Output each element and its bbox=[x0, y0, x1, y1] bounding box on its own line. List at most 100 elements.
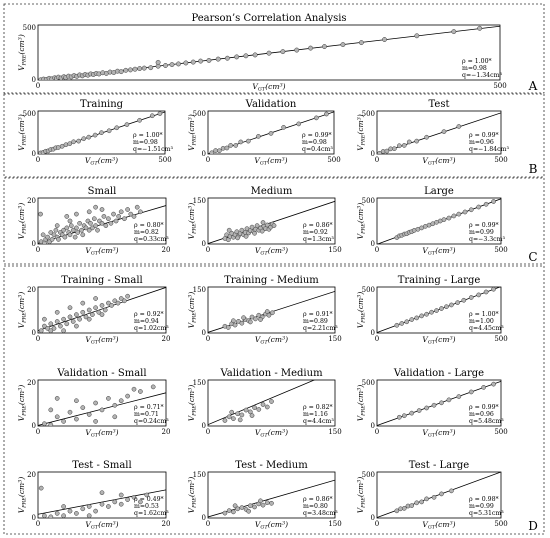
stat-text: ρ = 0.82* bbox=[303, 404, 333, 411]
data-point bbox=[108, 220, 114, 226]
x-tick-label: 0 bbox=[375, 428, 379, 436]
subplot-title: Medium bbox=[251, 186, 293, 197]
x-tick-label: 0 bbox=[375, 335, 379, 343]
data-point bbox=[409, 317, 415, 322]
data-point bbox=[226, 508, 232, 513]
x-axis-label: VGT(cm3) bbox=[422, 428, 455, 439]
scatter-subplot: Validation - Medium 0 150 0 150 VGT(cm3) VPRE(… bbox=[187, 368, 342, 439]
x-tick-label: 0 bbox=[375, 520, 379, 528]
scatter-subplot: Pearson’s Correlation Analysis 0 500 0 500 VG… bbox=[17, 13, 507, 93]
x-axis-label: VGT(cm3) bbox=[422, 335, 455, 346]
data-point bbox=[451, 213, 457, 219]
data-point bbox=[243, 53, 249, 59]
data-point bbox=[99, 220, 105, 226]
data-point bbox=[377, 150, 382, 154]
data-point bbox=[235, 506, 240, 512]
x-tick-label: 20 bbox=[162, 428, 171, 436]
data-point bbox=[93, 204, 98, 210]
data-point bbox=[416, 408, 422, 413]
data-point bbox=[441, 217, 447, 222]
data-point bbox=[314, 115, 319, 121]
data-point bbox=[99, 130, 104, 136]
data-point bbox=[77, 220, 82, 226]
stat-text: m=1.16 bbox=[303, 411, 328, 418]
data-point bbox=[93, 296, 98, 301]
data-point bbox=[247, 503, 253, 509]
data-point bbox=[67, 141, 73, 147]
data-point bbox=[38, 328, 44, 333]
data-point bbox=[491, 199, 496, 204]
subplot-title: Pearson’s Correlation Analysis bbox=[191, 13, 346, 24]
data-point bbox=[118, 209, 124, 215]
data-point bbox=[74, 323, 79, 329]
data-point bbox=[55, 145, 61, 150]
data-point bbox=[54, 396, 60, 401]
x-tick-label: 0 bbox=[36, 520, 40, 528]
x-tick-label: 20 bbox=[162, 335, 171, 343]
data-point bbox=[112, 414, 118, 420]
data-point bbox=[67, 508, 73, 514]
x-tick-label: 0 bbox=[36, 246, 40, 254]
x-tick-label: 500 bbox=[494, 520, 507, 528]
data-point bbox=[239, 227, 245, 233]
y-tick-label: 0 bbox=[371, 422, 375, 430]
x-axis-label: VGT(cm3) bbox=[85, 520, 118, 531]
data-point bbox=[169, 62, 175, 68]
subplot-title: Test - Medium bbox=[235, 460, 308, 471]
data-point bbox=[93, 508, 98, 514]
data-point bbox=[231, 416, 236, 421]
data-point bbox=[256, 407, 262, 412]
data-point bbox=[131, 386, 137, 392]
panel-label: D bbox=[528, 519, 538, 533]
data-point bbox=[235, 411, 240, 417]
data-point bbox=[77, 316, 82, 322]
data-point bbox=[38, 485, 44, 491]
x-tick-label: 500 bbox=[494, 428, 507, 436]
data-point bbox=[264, 500, 270, 506]
x-axis-label: VGT(cm3) bbox=[422, 520, 455, 531]
y-tick-label: 0 bbox=[32, 150, 36, 158]
y-tick-label: 0 bbox=[371, 514, 375, 522]
data-point bbox=[264, 404, 270, 410]
data-point bbox=[92, 132, 98, 138]
x-tick-label: 0 bbox=[375, 246, 379, 254]
axes-frame bbox=[37, 24, 501, 81]
data-point bbox=[70, 319, 76, 324]
data-point bbox=[86, 307, 92, 313]
data-point bbox=[439, 306, 444, 311]
data-point bbox=[64, 214, 70, 219]
y-tick-label: 20 bbox=[27, 379, 36, 387]
y-axis-label: VPRE(cm3) bbox=[356, 292, 367, 329]
y-axis-label: VPRE(cm3) bbox=[356, 203, 367, 240]
data-point bbox=[439, 400, 444, 406]
subplot-title: Training - Large bbox=[398, 275, 481, 286]
data-point bbox=[115, 300, 121, 306]
data-point bbox=[249, 413, 255, 418]
y-tick-label: 500 bbox=[362, 197, 375, 205]
stat-text: ρ = 0.86* bbox=[303, 222, 333, 229]
x-tick-label: 150 bbox=[328, 246, 341, 254]
data-point bbox=[228, 143, 234, 148]
data-point bbox=[451, 29, 457, 35]
data-point bbox=[51, 326, 57, 331]
stat-text: ρ = 0.92* bbox=[134, 311, 164, 318]
stat-text: q=−1.51cm³ bbox=[133, 146, 173, 153]
y-tick-label: 0 bbox=[32, 240, 36, 248]
data-point bbox=[491, 381, 496, 387]
data-point bbox=[68, 223, 74, 228]
scatter-subplot: Training 0 500 0 500 VGT(cm3) VPRE(cm3) ρ = 1.0… bbox=[17, 99, 173, 167]
x-tick-label: 20 bbox=[162, 520, 171, 528]
data-point bbox=[111, 211, 116, 217]
data-point bbox=[67, 218, 73, 224]
x-axis-label: VGT(cm3) bbox=[85, 246, 118, 257]
data-point bbox=[118, 492, 124, 498]
data-point bbox=[424, 134, 429, 140]
data-point bbox=[406, 139, 412, 145]
data-point bbox=[258, 317, 263, 322]
data-point bbox=[131, 494, 137, 500]
x-axis-label: VGT(cm3) bbox=[422, 246, 455, 257]
data-point bbox=[256, 134, 261, 139]
scatter-subplot: Test - Small 0 20 0 20 VGT(cm3) VPRE(cm3) ρ = 0… bbox=[17, 460, 170, 531]
data-point bbox=[414, 500, 420, 506]
subplot-title: Validation - Medium bbox=[219, 368, 323, 379]
